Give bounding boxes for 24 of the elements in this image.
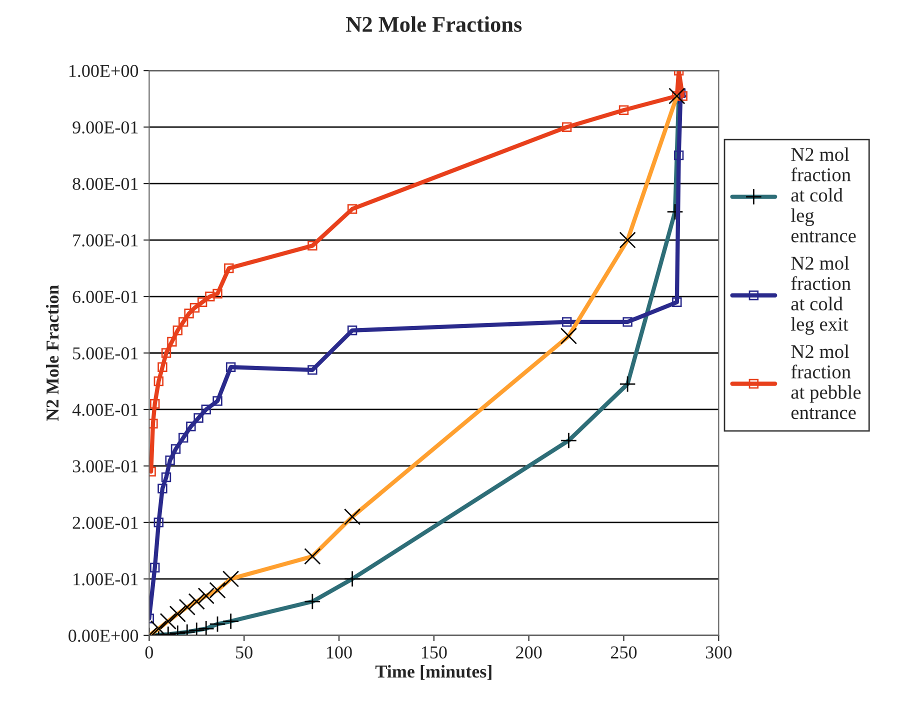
y-tick-label: 1.00E-01 [74, 573, 138, 586]
chart-title: N2 Mole Fractions [346, 16, 522, 32]
y-tick-label: 9.00E-01 [72, 121, 138, 134]
x-tick-label: 300 [706, 646, 732, 659]
y-tick-label: 7.00E-01 [73, 234, 138, 247]
y-tick-label: 2.00E-01 [72, 516, 138, 529]
y-tick-label: 5.00E-01 [73, 347, 138, 360]
x-axis-title: Time [minutes] [375, 664, 492, 680]
x-tick-label: 200 [516, 646, 542, 659]
y-tick-label: 0.00E+00 [68, 630, 138, 642]
y-tick-label: 4.00E-01 [72, 404, 138, 416]
x-tick-label: 250 [611, 646, 637, 659]
y-tick-label: 8.00E-01 [72, 178, 138, 190]
legend-label: N2 mol fraction at cold leg exit [791, 256, 851, 335]
legend-label: N2 mol fraction at pebble entrance [791, 344, 861, 420]
y-tick-label: 1.00E+00 [69, 64, 138, 78]
x-tick-label: 150 [422, 646, 447, 659]
x-tick-label: 50 [236, 646, 252, 659]
x-tick-label: 100 [327, 646, 352, 659]
x-tick-label: 0 [145, 646, 153, 659]
legend-label: N2 mol fraction at cold leg entrance [791, 147, 856, 242]
y-tick-label: 3.00E-01 [72, 460, 138, 472]
y-tick-label: 6.00E-01 [72, 290, 138, 304]
y-axis-title: N2 Mole Fraction [46, 285, 59, 421]
